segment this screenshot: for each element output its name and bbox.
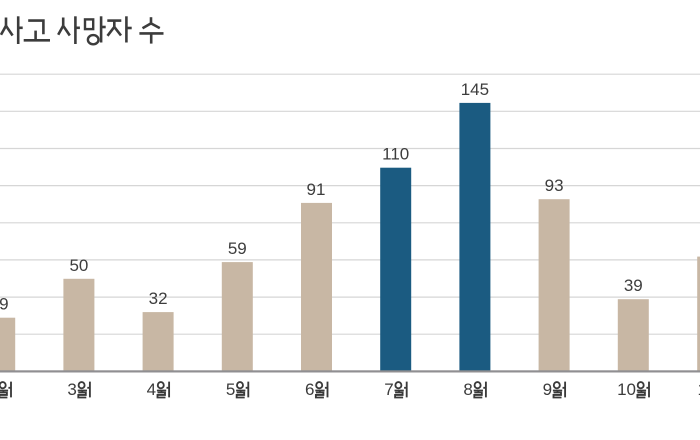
svg-text:50: 50 (69, 256, 88, 275)
svg-text:145: 145 (461, 80, 489, 99)
svg-text:7: 7 (384, 380, 393, 399)
svg-text:11: 11 (698, 380, 700, 399)
svg-text:91: 91 (307, 180, 326, 199)
svg-text:110: 110 (382, 145, 409, 164)
svg-text:5: 5 (226, 380, 235, 399)
svg-text:6: 6 (305, 380, 314, 399)
svg-text:8: 8 (463, 380, 472, 399)
svg-text:93: 93 (545, 176, 564, 195)
svg-text:9: 9 (543, 380, 552, 399)
svg-text:3: 3 (67, 380, 76, 399)
svg-text:29: 29 (0, 295, 9, 314)
svg-text:10: 10 (617, 380, 636, 399)
svg-text:59: 59 (228, 239, 247, 258)
svg-text:4: 4 (147, 380, 156, 399)
svg-text:39: 39 (624, 276, 643, 295)
svg-text:32: 32 (149, 289, 168, 308)
